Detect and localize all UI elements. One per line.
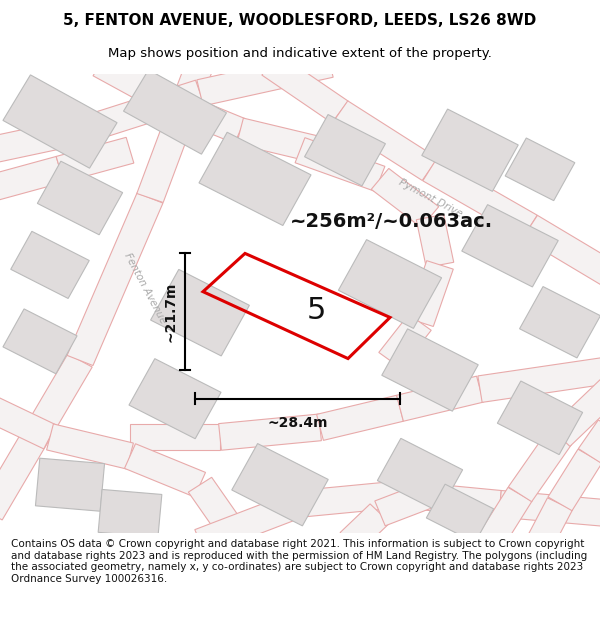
Text: Pymont Drive: Pymont Drive [397,177,463,219]
Polygon shape [0,118,83,163]
Polygon shape [0,354,92,520]
Polygon shape [67,193,163,366]
Polygon shape [199,132,311,226]
Polygon shape [299,481,401,517]
Polygon shape [527,498,572,548]
Polygon shape [0,156,64,201]
Polygon shape [332,101,438,181]
Polygon shape [47,424,133,469]
Polygon shape [505,138,575,201]
Polygon shape [0,396,56,449]
Text: ~28.4m: ~28.4m [267,416,328,430]
Text: Map shows position and indicative extent of the property.: Map shows position and indicative extent… [108,47,492,59]
Polygon shape [35,458,104,511]
Polygon shape [295,138,385,191]
Polygon shape [462,204,558,287]
Polygon shape [379,314,431,369]
Polygon shape [124,444,206,497]
Polygon shape [397,376,484,421]
Polygon shape [151,269,250,356]
Polygon shape [422,109,518,191]
Text: Fenton Avenue: Fenton Avenue [122,252,168,326]
Polygon shape [338,239,442,328]
Polygon shape [195,491,305,554]
Polygon shape [164,90,245,143]
Polygon shape [130,424,220,450]
Polygon shape [377,438,463,512]
Polygon shape [416,214,454,268]
Polygon shape [508,429,572,502]
Polygon shape [3,309,77,374]
Text: 5: 5 [307,296,326,324]
Polygon shape [37,161,122,235]
Text: 5, FENTON AVENUE, WOODLESFORD, LEEDS, LS26 8WD: 5, FENTON AVENUE, WOODLESFORD, LEEDS, LS… [64,13,536,28]
Polygon shape [137,60,213,202]
Polygon shape [478,357,600,402]
Polygon shape [423,158,537,238]
Polygon shape [407,261,453,326]
Polygon shape [93,52,177,114]
Text: ~21.7m: ~21.7m [163,281,177,342]
Polygon shape [236,118,323,163]
Polygon shape [523,216,600,286]
Polygon shape [197,51,333,106]
Polygon shape [317,395,403,441]
Polygon shape [124,70,226,154]
Text: Contains OS data © Crown copyright and database right 2021. This information is : Contains OS data © Crown copyright and d… [11,539,587,584]
Polygon shape [305,114,385,186]
Polygon shape [427,484,494,542]
Polygon shape [548,449,600,511]
Polygon shape [262,53,348,123]
Polygon shape [129,359,221,439]
Polygon shape [382,329,478,411]
Polygon shape [232,444,328,526]
Polygon shape [499,491,600,527]
Polygon shape [56,138,134,182]
Polygon shape [3,75,117,168]
Polygon shape [188,478,251,549]
Polygon shape [218,414,322,450]
Polygon shape [98,489,162,538]
Polygon shape [340,504,390,551]
Polygon shape [76,80,205,144]
Polygon shape [497,381,583,454]
Polygon shape [520,286,600,358]
Polygon shape [375,482,435,526]
Text: ~256m²/~0.063ac.: ~256m²/~0.063ac. [290,213,493,231]
Polygon shape [550,379,600,446]
Polygon shape [371,168,439,228]
Polygon shape [478,488,532,549]
Polygon shape [398,481,502,517]
Polygon shape [578,420,600,464]
Polygon shape [11,231,89,299]
